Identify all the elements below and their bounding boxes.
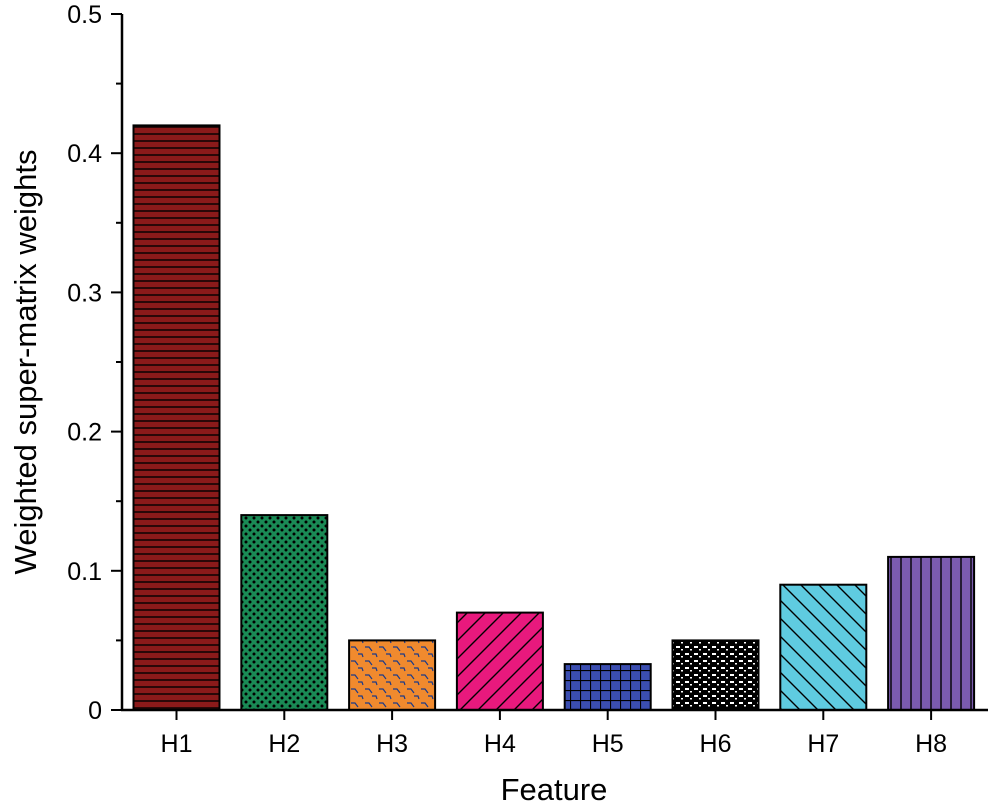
- bars-layer: [132, 124, 976, 712]
- bar-h7: [779, 583, 868, 712]
- bar-h4: [455, 611, 544, 711]
- bar-h6: [671, 639, 760, 712]
- y-tick-label: 0.5: [67, 1, 102, 29]
- y-tick-label: 0.1: [67, 558, 102, 586]
- bar-h3: [348, 639, 437, 712]
- x-tick-label-h5: H5: [592, 730, 624, 758]
- x-tick-label-h4: H4: [484, 730, 516, 758]
- x-axis-title: Feature: [501, 772, 608, 807]
- x-ticks-layer: H1 H2 H3 H4 H5 H6 H7 H8: [161, 710, 947, 758]
- y-tick-label: 0: [88, 697, 102, 725]
- x-tick-label-h3: H3: [376, 730, 408, 758]
- bar-h5: [563, 663, 652, 711]
- y-axis-title: Weighted super-matrix weights: [8, 150, 43, 575]
- y-tick-label: 0.2: [67, 419, 102, 447]
- x-tick-label-h8: H8: [915, 730, 947, 758]
- bar-h1: [132, 124, 221, 711]
- x-tick-label-h7: H7: [807, 730, 839, 758]
- y-tick-label: 0.3: [67, 279, 102, 307]
- x-tick-label-h2: H2: [268, 730, 300, 758]
- y-tick-label: 0.4: [67, 140, 102, 168]
- y-ticks-layer: 0 0.1 0.2 0.3 0.4 0.5: [67, 1, 122, 725]
- x-tick-label-h1: H1: [161, 730, 193, 758]
- x-tick-label-h6: H6: [700, 730, 732, 758]
- bar-h2: [240, 514, 329, 711]
- bar-h8: [887, 555, 976, 712]
